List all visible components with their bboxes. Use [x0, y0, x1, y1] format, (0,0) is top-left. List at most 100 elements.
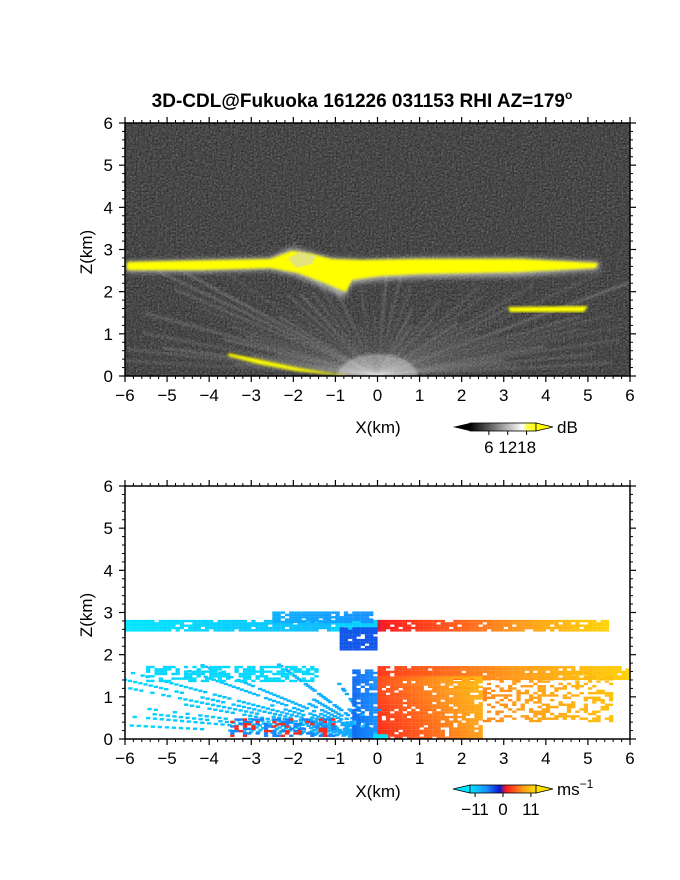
velocity-cell	[373, 706, 378, 709]
velocity-cell	[440, 734, 445, 737]
velocity-cell	[352, 669, 357, 672]
velocity-cell	[310, 704, 315, 707]
velocity-cell	[175, 670, 180, 673]
velocity-cell	[193, 720, 198, 724]
velocity-cell	[276, 677, 281, 680]
velocity-cell	[575, 675, 580, 678]
velocity-cell	[185, 727, 191, 730]
velocity-cell	[234, 619, 239, 623]
velocity-cell	[305, 668, 311, 671]
velocity-cell	[133, 619, 138, 623]
velocity-cell	[482, 694, 488, 697]
velocity-cell	[369, 669, 374, 672]
velocity-cell	[224, 710, 230, 713]
velocity-cell	[440, 666, 445, 669]
velocity-cell	[512, 675, 517, 679]
velocity-cell	[266, 720, 271, 723]
velocity-cell	[474, 670, 479, 674]
velocity-cell	[550, 626, 555, 630]
velocity-cell	[364, 671, 370, 675]
velocity-cell	[247, 683, 252, 686]
velocity-cell	[398, 676, 403, 679]
velocity-cell	[474, 622, 479, 625]
velocity-cell	[554, 670, 559, 674]
velocity-cell	[272, 679, 277, 683]
velocity-cell	[369, 736, 374, 739]
velocity-cell	[428, 701, 433, 705]
velocity-cell	[385, 727, 391, 730]
velocity-cell	[183, 677, 189, 680]
velocity-cell	[406, 668, 412, 671]
velocity-cell	[415, 629, 420, 632]
velocity-cell	[608, 696, 614, 700]
velocity-cell	[453, 732, 458, 735]
velocity-cell	[305, 672, 311, 676]
velocity-cell	[242, 713, 247, 716]
velocity-cell	[457, 734, 462, 737]
velocity-cell	[242, 626, 248, 630]
velocity-cell	[600, 666, 605, 669]
velocity-cell	[436, 683, 441, 686]
velocity-cell	[592, 696, 597, 700]
velocity-cell	[227, 684, 233, 687]
velocity-cell	[587, 719, 593, 723]
velocity-cell	[596, 715, 601, 718]
velocity-cell	[319, 712, 324, 716]
velocity-cell	[545, 680, 551, 683]
velocity-cell	[423, 622, 429, 625]
velocity-cell	[482, 668, 488, 671]
top-x-tick-label: 1	[415, 386, 424, 405]
colorbar-tick-label: 12	[498, 438, 517, 457]
velocity-cell	[360, 699, 365, 702]
velocity-cell	[444, 722, 450, 726]
velocity-cell	[331, 611, 336, 614]
velocity-cell	[52, 720, 56, 722]
velocity-cell	[537, 668, 542, 671]
velocity-cell	[575, 715, 580, 718]
velocity-cell	[482, 666, 488, 669]
velocity-cell	[348, 613, 353, 617]
velocity-cell	[335, 629, 340, 632]
velocity-cell	[258, 728, 263, 732]
velocity-cell	[348, 626, 353, 630]
velocity-cell	[217, 629, 222, 632]
velocity-cell	[242, 677, 248, 680]
velocity-cell	[453, 622, 458, 625]
top-y-tick-label: 0	[104, 367, 113, 386]
velocity-cell	[276, 734, 281, 737]
velocity-cell	[352, 683, 357, 686]
velocity-cell	[592, 698, 597, 702]
velocity-cell	[209, 622, 214, 625]
velocity-cell	[625, 673, 630, 676]
velocity-cell	[377, 622, 382, 625]
velocity-cell	[453, 673, 458, 676]
velocity-cell	[198, 717, 203, 721]
velocity-cell	[146, 675, 151, 678]
velocity-cell	[305, 618, 311, 621]
velocity-cell	[529, 670, 534, 674]
velocity-cell	[432, 725, 437, 728]
velocity-cell	[318, 729, 323, 733]
velocity-cell	[406, 626, 412, 630]
velocity-cell	[402, 678, 408, 682]
velocity-cell	[318, 718, 323, 721]
velocity-cell	[415, 715, 420, 719]
velocity-cell	[604, 622, 610, 625]
bottom-x-tick-label: 5	[583, 749, 592, 768]
velocity-cell	[411, 701, 416, 705]
velocity-cell	[314, 722, 319, 725]
velocity-cell	[318, 620, 323, 624]
velocity-cell	[310, 616, 315, 619]
velocity-cell	[524, 677, 530, 681]
velocity-cell	[419, 694, 424, 698]
velocity-cell	[465, 670, 471, 674]
velocity-cell	[150, 622, 155, 625]
velocity-cell	[440, 697, 445, 700]
velocity-cell	[449, 734, 454, 737]
velocity-cell	[230, 629, 235, 632]
velocity-cell	[550, 705, 555, 709]
velocity-cell	[204, 619, 210, 623]
velocity-cell	[520, 703, 525, 706]
bottom-x-tick-label: 6	[625, 749, 634, 768]
velocity-cell	[402, 727, 408, 730]
